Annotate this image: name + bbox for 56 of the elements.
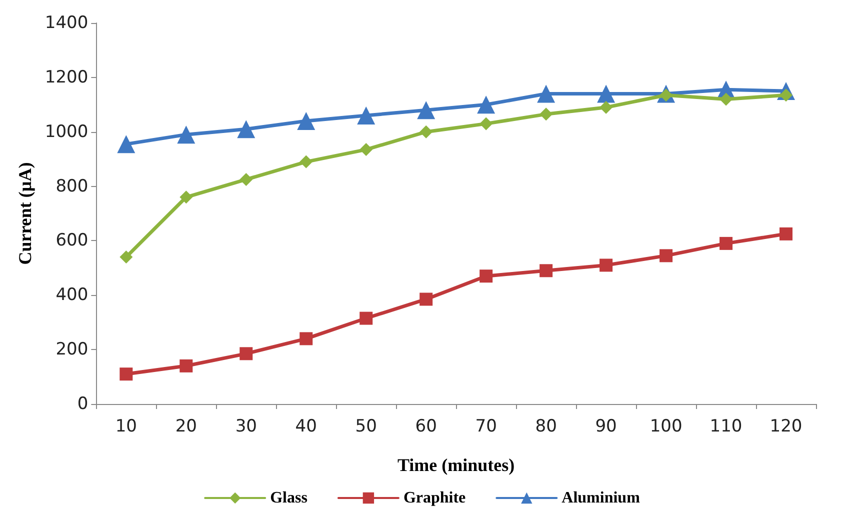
x-tick-label: 50 [355,416,377,436]
x-tick-label: 70 [475,416,497,436]
point [120,368,133,381]
legend-label: Glass [270,490,308,506]
point [300,332,313,346]
x-tick-label: 40 [295,416,317,436]
point [600,100,613,114]
legend-label: Graphite [403,490,466,506]
point [720,236,733,250]
x-tick-label: 90 [595,416,617,436]
point [420,125,433,138]
point [480,270,493,283]
x-tick-label: 80 [535,416,557,436]
point [117,135,136,154]
point [477,96,496,114]
point [420,292,433,306]
point [237,120,256,138]
y-axis-title: Current (µA) [15,162,35,265]
y-tick-label: 800 [56,176,88,196]
x-tick-label: 60 [415,416,437,436]
point [297,112,316,130]
point [660,249,673,262]
y-tick-label: 1200 [44,67,88,88]
point [240,172,253,186]
y-tick-label: 200 [56,340,88,360]
y-tick-label: 1400 [44,13,88,33]
point [417,101,436,120]
point [177,126,196,144]
x-tick-label: 110 [710,416,742,436]
point [597,84,616,103]
point [360,143,373,156]
y-tick-label: 1000 [44,122,88,142]
y-tick-label: 600 [56,230,88,251]
point [540,108,553,121]
point [540,264,553,278]
point [240,347,253,360]
point [780,227,793,240]
point [720,92,733,106]
x-tick-label: 20 [175,416,197,436]
point [357,106,376,125]
point [360,312,373,325]
point [537,84,556,103]
point [480,117,493,130]
x-tick-label: 100 [650,416,682,436]
point [120,250,133,264]
point [300,155,313,168]
x-axis-title: Time (minutes) [397,455,515,475]
point [180,359,193,372]
y-tick-label: 400 [56,285,88,306]
point [180,190,193,204]
x-tick-label: 10 [115,416,137,436]
x-tick-label: 30 [235,416,257,436]
y-tick-label: 0 [77,394,88,414]
legend-label: Aluminium [562,490,641,506]
point [600,258,613,272]
x-tick-label: 120 [770,416,802,436]
